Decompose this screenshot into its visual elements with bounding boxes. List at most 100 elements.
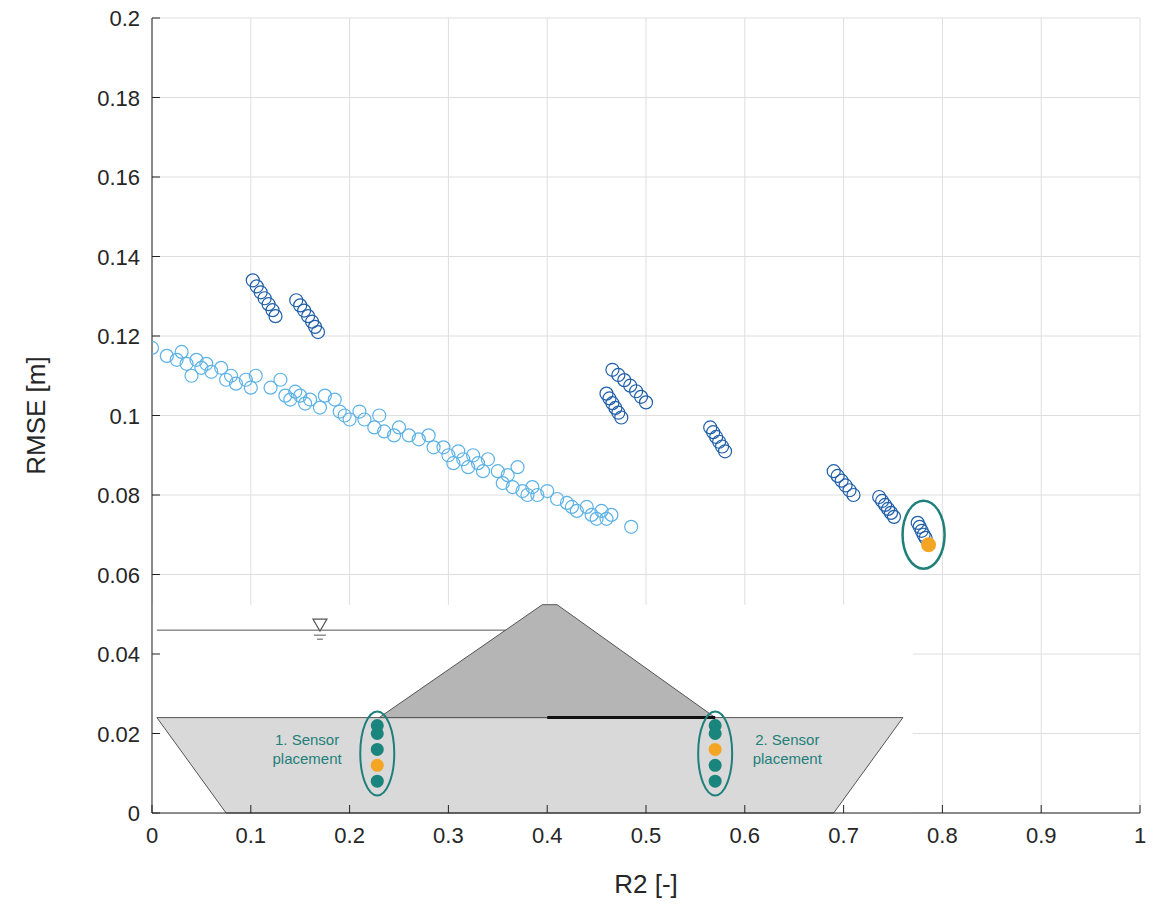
point bbox=[249, 369, 262, 382]
sensor-label: 2. Sensor placement bbox=[753, 731, 823, 767]
sensor-label-line: 2. Sensor bbox=[755, 731, 819, 748]
point bbox=[609, 401, 622, 414]
x-tick bbox=[152, 805, 153, 813]
grid bbox=[152, 18, 1140, 813]
sensor bbox=[371, 727, 384, 740]
point bbox=[612, 406, 625, 419]
point bbox=[244, 381, 257, 394]
grid-line-y bbox=[152, 97, 1140, 98]
water-symbol-line bbox=[314, 635, 326, 636]
x-tick-label: 0.9 bbox=[1026, 823, 1057, 848]
point bbox=[274, 373, 287, 386]
point bbox=[921, 537, 936, 552]
y-tick-label: 0.2 bbox=[109, 6, 140, 31]
y-tick-label: 0.18 bbox=[97, 86, 140, 111]
drain bbox=[547, 716, 715, 719]
sensor-label-line: placement bbox=[753, 750, 823, 767]
sensor-label: 1. Sensor placement bbox=[273, 731, 343, 767]
x-axis-title: R2 [-] bbox=[614, 869, 678, 899]
x-tick-label: 0.4 bbox=[532, 823, 563, 848]
sensor bbox=[371, 743, 384, 756]
sensor bbox=[371, 775, 384, 788]
sensor-group-ring bbox=[698, 711, 732, 795]
point bbox=[152, 341, 159, 354]
x-tick bbox=[448, 805, 449, 813]
y-tick bbox=[152, 256, 160, 257]
y-axis-title: RMSE [m] bbox=[21, 356, 51, 474]
foundation bbox=[157, 718, 903, 813]
point bbox=[719, 445, 732, 458]
point bbox=[269, 310, 282, 323]
x-tick bbox=[349, 805, 350, 813]
y-tick bbox=[152, 654, 160, 655]
x-tick bbox=[250, 805, 251, 813]
point bbox=[511, 461, 524, 474]
point bbox=[847, 489, 860, 502]
y-tick-label: 0.06 bbox=[97, 563, 140, 588]
y-tick bbox=[152, 813, 160, 814]
x-tick bbox=[843, 805, 844, 813]
y-tick-label: 0.16 bbox=[97, 165, 140, 190]
grid-line-y bbox=[152, 336, 1140, 337]
y-tick-label: 0.14 bbox=[97, 245, 140, 270]
x-tick bbox=[1140, 805, 1141, 813]
x-tick bbox=[547, 805, 548, 813]
sensor-label-line: placement bbox=[273, 750, 343, 767]
x-tick bbox=[646, 805, 647, 813]
point bbox=[625, 520, 638, 533]
y-tick-label: 0.02 bbox=[97, 722, 140, 747]
y-tick bbox=[152, 574, 160, 575]
y-tick-label: 0 bbox=[128, 801, 140, 826]
x-tick-label: 0.6 bbox=[730, 823, 761, 848]
y-tick bbox=[152, 177, 160, 178]
x-tick-label: 0.8 bbox=[927, 823, 958, 848]
dam-diagram: 1. Sensor placement 2. Sensor placement bbox=[152, 605, 913, 813]
point bbox=[707, 426, 720, 439]
sensor bbox=[709, 759, 722, 772]
y-tick bbox=[152, 97, 160, 98]
point bbox=[716, 440, 729, 453]
point bbox=[640, 396, 653, 409]
dam-body bbox=[379, 605, 715, 718]
point bbox=[887, 510, 900, 523]
grid-line-y bbox=[152, 495, 1140, 496]
y-tick-label: 0.08 bbox=[97, 483, 140, 508]
chart: 1. Sensor placement 2. Sensor placement 0 0.1… bbox=[0, 0, 1165, 911]
point bbox=[635, 390, 648, 403]
marks bbox=[152, 274, 936, 552]
point bbox=[481, 453, 494, 466]
y-tick bbox=[152, 415, 160, 416]
point bbox=[615, 411, 628, 424]
point bbox=[704, 421, 717, 434]
point bbox=[600, 387, 613, 400]
x-tick-label: 0.5 bbox=[631, 823, 662, 848]
point bbox=[373, 409, 386, 422]
diagram-background bbox=[152, 605, 913, 813]
sensor bbox=[709, 743, 722, 756]
point bbox=[328, 393, 341, 406]
x-tick-label: 0.1 bbox=[236, 823, 267, 848]
sensor bbox=[709, 727, 722, 740]
x-tick-label: 0.3 bbox=[433, 823, 464, 848]
x-tick bbox=[744, 805, 745, 813]
x-tick bbox=[1041, 805, 1042, 813]
sensor bbox=[371, 759, 384, 772]
point bbox=[885, 506, 898, 519]
sensor bbox=[709, 775, 722, 788]
highlight-ring bbox=[903, 501, 945, 569]
y-tick bbox=[152, 495, 160, 496]
point bbox=[713, 435, 726, 448]
point bbox=[605, 508, 618, 521]
grid-line-y bbox=[152, 256, 1140, 257]
x-tick-label: 0.7 bbox=[828, 823, 859, 848]
grid-line-y bbox=[152, 177, 1140, 178]
y-tick bbox=[152, 733, 160, 734]
x-tick-label: 0 bbox=[146, 823, 158, 848]
point bbox=[311, 326, 324, 339]
sensor-group-ring bbox=[360, 711, 394, 795]
y-tick bbox=[152, 336, 160, 337]
x-tick bbox=[942, 805, 943, 813]
grid-line-y bbox=[152, 18, 1140, 19]
point bbox=[606, 397, 619, 410]
sensor-label-line: 1. Sensor bbox=[275, 731, 339, 748]
